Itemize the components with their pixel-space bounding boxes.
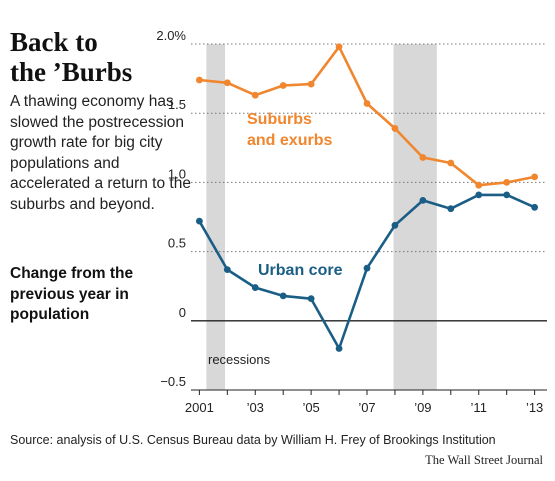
axes: 2.0% 1.5 1.0 0.5 0 −0.5 2001 ’03 ’05 ’07 ’09 ’11 ’13 (156, 28, 547, 415)
data-point (195, 76, 203, 84)
x-tick-label: ’05 (302, 400, 319, 415)
series-line (198, 193, 536, 350)
data-point (279, 292, 287, 300)
series-lines (195, 43, 539, 352)
data-point (419, 154, 427, 161)
dek: A thawing economy has slowed the postrec… (10, 93, 191, 213)
series-label: and exurbs (247, 132, 332, 149)
data-point (503, 179, 511, 186)
data-point (447, 205, 455, 213)
data-point (251, 91, 259, 99)
data-point (419, 196, 427, 204)
data-point (307, 80, 315, 88)
recession-band (206, 44, 226, 390)
recessions-label: recessions (208, 352, 271, 367)
series-label: Suburbs (247, 111, 312, 128)
y-tick-label: 0.5 (168, 236, 186, 251)
data-point (251, 284, 259, 291)
data-point (531, 203, 539, 211)
headline-text: Back to the ’Burbs (10, 27, 133, 87)
data-point (447, 159, 455, 167)
data-point (223, 79, 231, 87)
data-point (391, 221, 399, 229)
data-point (279, 82, 287, 89)
chart-labels: recessions Suburbs and exurbs Urban core (208, 111, 343, 367)
x-tick-label: 2001 (185, 400, 214, 415)
source-note: Source: analysis of U.S. Census Bureau d… (10, 433, 496, 447)
data-point (475, 181, 483, 189)
data-point (531, 173, 539, 181)
y-tick-label: 0 (179, 305, 186, 320)
y-tick-label: 1.5 (168, 97, 186, 112)
data-point (223, 266, 231, 273)
chart-subhead: Change from the previous year in populat… (10, 265, 134, 323)
recession-bands (206, 44, 437, 390)
series-label: Urban core (258, 262, 343, 279)
x-tick-label: ’03 (247, 400, 264, 415)
y-tick-label: 2.0% (156, 28, 186, 43)
x-tick-label: ’11 (471, 400, 487, 415)
x-tick-label: ’13 (526, 400, 543, 415)
data-point (335, 345, 343, 352)
data-point (307, 295, 315, 303)
data-point (391, 125, 399, 132)
data-point (335, 43, 343, 51)
y-tick-label: 1.0 (168, 166, 186, 181)
gridlines (191, 43, 547, 322)
x-tick-label: ’07 (358, 400, 375, 415)
data-point (475, 191, 483, 199)
recession-band (393, 44, 437, 390)
data-point (503, 191, 511, 199)
headline: Back to the ’Burbs (10, 27, 132, 87)
x-tick-label: ’09 (414, 400, 431, 415)
data-point (195, 217, 203, 225)
y-tick-label: −0.5 (160, 374, 186, 389)
data-point (363, 100, 371, 107)
data-point (363, 264, 371, 272)
publisher-credit: The Wall Street Journal (425, 453, 543, 467)
